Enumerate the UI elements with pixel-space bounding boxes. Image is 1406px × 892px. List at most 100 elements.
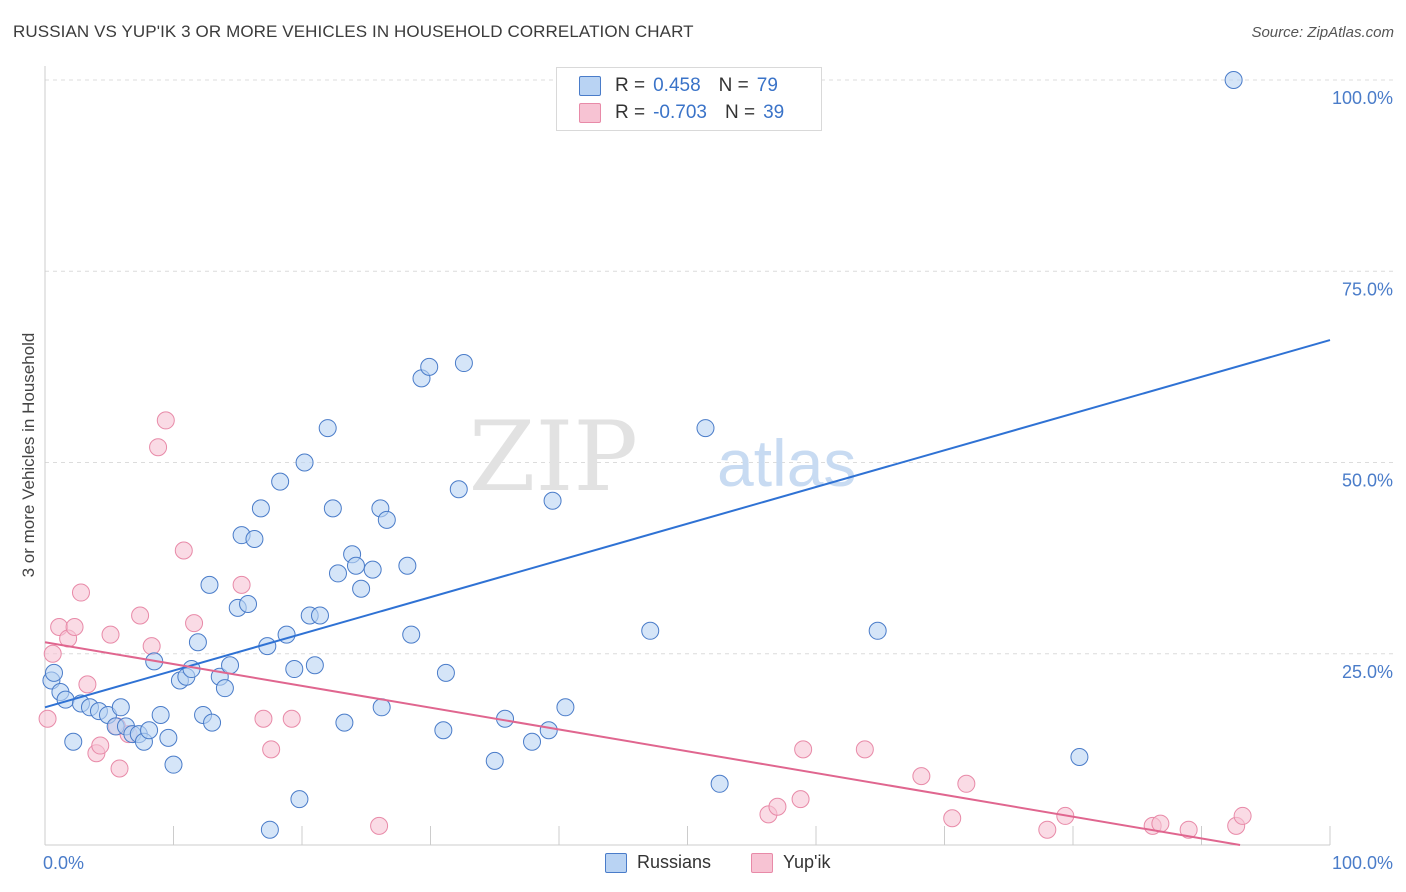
x-tick-label-min: 0.0%	[43, 853, 84, 873]
yupik-point	[149, 438, 168, 457]
russian-point	[188, 633, 207, 652]
russian-point	[420, 357, 439, 376]
russian-point	[485, 751, 504, 770]
russian-point	[239, 595, 258, 614]
russian-point	[164, 755, 183, 774]
yupik-point	[185, 614, 204, 633]
legend-n-label: N =	[724, 102, 756, 123]
yupik-point	[38, 709, 57, 728]
russian-point	[335, 713, 354, 732]
yupik-point	[101, 625, 120, 644]
yupik-point	[794, 740, 813, 759]
russian-point	[402, 625, 421, 644]
legend-row-yupik: R = -0.703 N = 39	[579, 101, 785, 125]
russian-point	[271, 472, 290, 491]
russian-trend-line	[44, 339, 1331, 709]
source-label: Source: ZipAtlas.com	[1251, 24, 1394, 41]
russian-point	[221, 656, 240, 675]
russian-point	[318, 419, 337, 438]
russian-point	[398, 556, 417, 575]
legend-swatch-blue	[579, 76, 601, 96]
russian-point	[290, 790, 309, 809]
yupik-point	[156, 411, 175, 430]
yupik-point	[174, 541, 193, 560]
russian-point	[1070, 748, 1089, 767]
russian-point	[111, 698, 130, 717]
russian-point	[556, 698, 575, 717]
russian-point	[868, 621, 887, 640]
russian-point	[352, 579, 371, 598]
russian-point	[203, 713, 222, 732]
yupik-point	[791, 790, 810, 809]
yupik-trend-line	[44, 641, 1241, 846]
legend-r-value: 0.458	[653, 75, 701, 96]
bottom-legend-label: Russians	[637, 852, 712, 872]
russian-point	[1224, 71, 1243, 89]
bottom-legend-swatch-pink	[751, 852, 773, 873]
yupik-points	[38, 411, 1252, 839]
russian-point	[346, 556, 365, 575]
yupik-point	[370, 816, 389, 835]
russian-point	[523, 732, 542, 751]
y-tick-label: 75.0%	[1342, 279, 1393, 299]
watermark: ZIP atlas	[469, 401, 857, 513]
bottom-legend-label: Yup'ik	[783, 852, 831, 872]
russian-points	[42, 71, 1243, 839]
yupik-point	[912, 767, 931, 786]
legend-swatch-pink	[579, 103, 601, 123]
russian-point	[159, 728, 178, 747]
russian-point	[323, 499, 342, 518]
russian-point	[696, 419, 715, 438]
yupik-point	[91, 736, 110, 755]
yupik-point	[43, 644, 62, 663]
yupik-point	[282, 709, 301, 728]
yupik-point	[855, 740, 874, 759]
russian-point	[539, 721, 558, 740]
russian-point	[305, 656, 324, 675]
yupik-point	[1179, 820, 1198, 839]
russian-point	[454, 354, 473, 373]
bottom-legend-swatch-blue	[605, 852, 627, 873]
russian-point	[285, 660, 304, 679]
yupik-point	[110, 759, 129, 778]
russian-point	[251, 499, 270, 518]
bottom-legend-yupik: Yup'ik	[751, 852, 830, 873]
russian-point	[140, 721, 159, 740]
russian-point	[363, 560, 382, 579]
legend-n-value: 79	[756, 75, 778, 96]
russian-point	[151, 705, 170, 724]
yupik-point	[71, 583, 90, 602]
russian-point	[64, 732, 83, 751]
yupik-point	[262, 740, 281, 759]
legend-row-russians: R = 0.458 N = 79	[579, 74, 778, 98]
legend-n-label: N =	[718, 75, 749, 96]
russian-point	[641, 621, 660, 640]
watermark-atlas: atlas	[717, 426, 856, 500]
axis-labels: 25.0% 50.0% 75.0% 100.0% 0.0% 100.0%	[43, 88, 1393, 873]
russian-point	[44, 663, 63, 682]
yupik-point	[232, 575, 251, 594]
bottom-legend-russians: Russians	[605, 852, 711, 873]
yupik-point	[131, 606, 150, 625]
russian-point	[434, 721, 453, 740]
yupik-point	[768, 797, 787, 816]
yupik-point	[78, 675, 97, 694]
yupik-point	[1038, 820, 1057, 839]
chart-title: RUSSIAN VS YUP'IK 3 OR MORE VEHICLES IN …	[13, 22, 694, 41]
russian-point	[328, 564, 347, 583]
yupik-point	[943, 809, 962, 828]
legend-r-label: R =	[615, 75, 646, 96]
yupik-point	[65, 617, 84, 636]
y-tick-label: 50.0%	[1342, 471, 1393, 491]
russian-point	[215, 679, 234, 698]
russian-point	[436, 663, 455, 682]
russian-point	[543, 491, 562, 510]
legend-r-value: -0.703	[653, 102, 707, 123]
russian-point	[710, 774, 729, 793]
russian-point	[200, 575, 219, 594]
y-tick-label: 25.0%	[1342, 662, 1393, 682]
russian-point	[295, 453, 314, 472]
legend-n-value: 39	[763, 102, 785, 123]
axes	[44, 66, 1331, 846]
